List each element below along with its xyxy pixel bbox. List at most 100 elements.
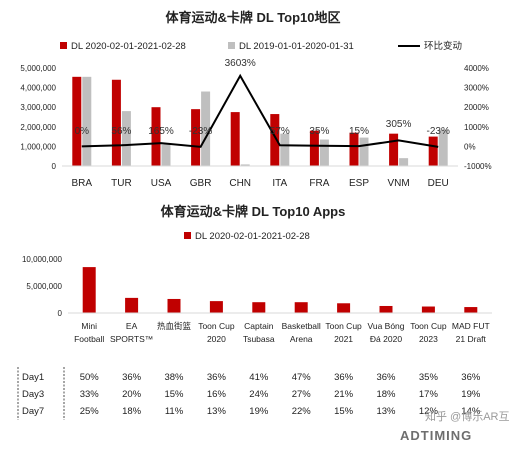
- y2-tick-label: 1000%: [464, 123, 489, 132]
- app-category-label: Vua Bóng: [367, 321, 404, 331]
- app-category-label: Captain: [244, 321, 274, 331]
- change-label: 35%: [309, 126, 329, 137]
- app-category-label: Toon Cup: [198, 321, 235, 331]
- app-category-label: 热血街篮: [157, 321, 192, 331]
- y-tick-label: 3,000,000: [20, 103, 56, 112]
- table-cell: 17%: [419, 389, 439, 400]
- app-category-label: Football: [74, 334, 104, 344]
- category-label: ITA: [272, 178, 287, 189]
- chart1-legend: DL 2020-02-01-2021-02-28 DL 2019-01-01-2…: [60, 40, 462, 52]
- bar-2019: [121, 111, 131, 166]
- app-category-label: Mini: [81, 321, 97, 331]
- table-cell: 25%: [80, 406, 100, 417]
- change-label: 0%: [75, 126, 90, 137]
- table-cell: 22%: [292, 406, 312, 417]
- retention-table: Day1 50% 36% 38% 36% 41% 47% 36% 36% 35% 36% Day3 33…: [17, 367, 481, 420]
- table-cell: 16%: [207, 389, 227, 400]
- app-bar: [421, 306, 435, 313]
- app-bar: [337, 303, 351, 313]
- bar-2019: [161, 144, 171, 166]
- app-category-label: EA: [126, 321, 138, 331]
- category-label: FRA: [309, 178, 329, 189]
- category-label: BRA: [72, 178, 93, 189]
- table-cell: 11%: [165, 406, 184, 417]
- table-cell: 24%: [249, 389, 269, 400]
- chart2-y-axis: 0 5,000,000 10,000,000: [22, 255, 63, 318]
- bar-2019: [280, 133, 290, 166]
- bar-2020: [72, 76, 82, 166]
- watermark-text: 知乎 @博乐AR互动: [425, 409, 510, 423]
- y-tick-label: 5,000,000: [26, 282, 62, 291]
- chart1-bars: [72, 76, 448, 166]
- category-label: VNM: [387, 178, 409, 189]
- table-cell: 18%: [376, 389, 396, 400]
- category-label: TUR: [111, 178, 132, 189]
- change-label: 57%: [270, 126, 290, 137]
- chart2-legend: DL 2020-02-01-2021-02-28: [184, 231, 310, 242]
- table-cell: 12%: [419, 406, 439, 417]
- y2-tick-label: 0%: [464, 142, 476, 151]
- app-category-label: SPORTS™: [110, 334, 153, 344]
- y-tick-label: 5,000,000: [20, 64, 56, 73]
- table-row-label: Day7: [22, 406, 44, 417]
- table-cell: 13%: [207, 406, 227, 417]
- legend-label-2020: DL 2020-02-01-2021-02-28: [71, 41, 186, 52]
- chart2-categories: Mini Football EA SPORTS™ 热血街篮 Toon Cup 2020 Cap…: [74, 321, 490, 344]
- table-cell: 36%: [376, 372, 396, 383]
- legend-label-2019: DL 2019-01-01-2020-01-31: [239, 41, 354, 52]
- table-cell: 36%: [461, 372, 481, 383]
- bar-2020: [230, 112, 240, 166]
- chart1-change-line: [81, 73, 439, 148]
- bar-2020: [428, 136, 438, 166]
- chart1-title: 体育运动&卡牌 DL Top10地区: [165, 10, 340, 25]
- app-bar: [379, 305, 393, 313]
- app-category-label: Toon Cup: [325, 321, 362, 331]
- app-bar: [252, 302, 266, 313]
- table-cell: 38%: [164, 372, 184, 383]
- change-label: 165%: [148, 126, 174, 137]
- chart1-change-labels: 0% 56% 165% -23% 3603% 57% 35% 15% 305% -23%: [75, 58, 450, 137]
- bar-2019: [359, 137, 369, 166]
- y-tick-label: 1,000,000: [20, 142, 56, 151]
- legend2-label: DL 2020-02-01-2021-02-28: [195, 231, 310, 242]
- legend-label-change: 环比变动: [424, 40, 462, 52]
- change-label: 3603%: [225, 58, 256, 69]
- bar-2020: [270, 114, 280, 166]
- table-cell: 14%: [461, 406, 481, 417]
- y2-tick-label: 4000%: [464, 64, 489, 73]
- change-line: [81, 73, 439, 148]
- app-bar: [294, 302, 308, 313]
- chart1-y-axis: 0 1,000,000 2,000,000 3,000,000 4,000,000 5,0…: [20, 64, 56, 171]
- app-category-label: 2023: [419, 334, 438, 344]
- table-cell: 21%: [334, 389, 354, 400]
- table-cell: 15%: [334, 406, 354, 417]
- legend-swatch-2019: [228, 42, 235, 49]
- app-bar: [167, 298, 181, 313]
- table-cell: 47%: [292, 372, 312, 383]
- y-tick-label: 0: [52, 162, 57, 171]
- app-bar: [125, 297, 139, 313]
- app-category-label: MAD FUT: [452, 321, 490, 331]
- bar-2019: [399, 158, 409, 166]
- bar-2019: [438, 129, 448, 166]
- bar-2020: [151, 107, 161, 166]
- legend2-swatch: [184, 232, 191, 239]
- app-bar: [209, 301, 223, 313]
- bar-2020: [191, 109, 201, 166]
- table-row-label: Day1: [22, 372, 44, 383]
- app-category-label: Tsubasa: [243, 334, 275, 344]
- bar-2020: [111, 79, 121, 166]
- app-category-label: Đá 2020: [370, 334, 402, 344]
- bar-2020: [309, 130, 319, 166]
- y-tick-label: 0: [58, 309, 63, 318]
- table-cell: 19%: [249, 406, 269, 417]
- change-label: -23%: [427, 126, 450, 137]
- bar-2019: [82, 76, 92, 166]
- legend-swatch-2020: [60, 42, 67, 49]
- table-cell: 19%: [461, 389, 481, 400]
- table-cell: 13%: [376, 406, 396, 417]
- bar-2019: [240, 164, 250, 166]
- table-cell: 18%: [122, 406, 142, 417]
- table-cell: 36%: [334, 372, 354, 383]
